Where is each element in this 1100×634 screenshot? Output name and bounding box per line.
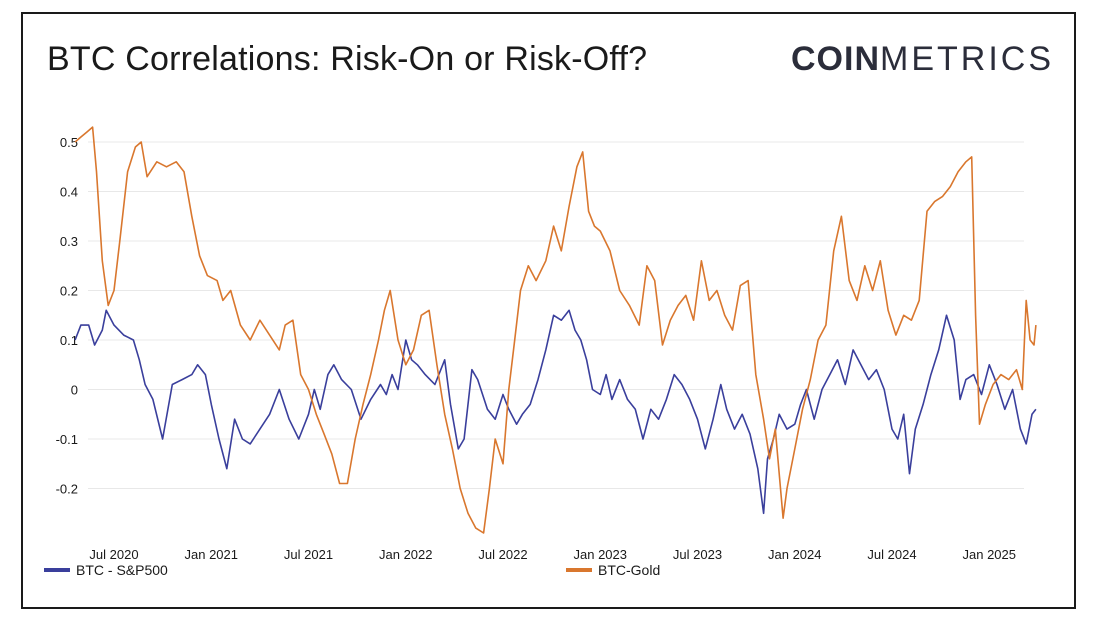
x-tick-label: Jan 2021 — [185, 547, 239, 562]
legend-item-btc-gold: BTC-Gold — [566, 562, 660, 578]
legend-item-btc-sp500: BTC - S&P500 — [44, 562, 168, 578]
chart-frame: BTC Correlations: Risk-On or Risk-Off? C… — [21, 12, 1076, 609]
legend-label-btc-sp500: BTC - S&P500 — [76, 562, 168, 578]
y-axis-ticks: 0.5 0.4 0.3 0.2 0.1 0 -0.1 -0.2 — [56, 135, 78, 497]
y-tick-label: 0.1 — [60, 333, 78, 348]
series-line-btc-gold — [74, 126, 1037, 534]
legend-label-btc-gold: BTC-Gold — [598, 562, 661, 578]
y-tick-label: 0.5 — [60, 135, 78, 150]
coinmetrics-logo: COINMETRICS — [791, 40, 1054, 79]
y-tick-label: -0.1 — [56, 432, 78, 447]
y-tick-label: 0.2 — [60, 284, 78, 299]
x-tick-label: Jul 2020 — [89, 547, 138, 562]
x-tick-label: Jul 2023 — [673, 547, 722, 562]
y-tick-label: 0.4 — [60, 185, 78, 200]
y-tick-label: 0.3 — [60, 234, 78, 249]
x-tick-label: Jul 2022 — [478, 547, 527, 562]
y-tick-label: -0.2 — [56, 482, 78, 497]
x-tick-label: Jul 2024 — [867, 547, 916, 562]
series-lines — [74, 126, 1037, 534]
x-tick-label: Jul 2021 — [284, 547, 333, 562]
x-tick-label: Jan 2022 — [379, 547, 433, 562]
x-tick-label: Jan 2025 — [963, 547, 1017, 562]
y-tick-label: 0 — [71, 383, 78, 398]
legend-swatch-btc-gold — [566, 568, 592, 572]
logo-bold-text: COIN — [791, 40, 880, 78]
chart-title: BTC Correlations: Risk-On or Risk-Off? — [47, 40, 648, 78]
series-line-btc-sp500 — [74, 309, 1037, 515]
x-tick-label: Jan 2024 — [768, 547, 822, 562]
grid-lines — [88, 141, 1024, 489]
logo-thin-text: METRICS — [880, 40, 1054, 78]
legend-swatch-btc-sp500 — [44, 568, 70, 572]
x-tick-label: Jan 2023 — [574, 547, 628, 562]
x-axis-ticks: Jul 2020 Jan 2021 Jul 2021 Jan 2022 Jul 2022… — [89, 547, 1016, 562]
